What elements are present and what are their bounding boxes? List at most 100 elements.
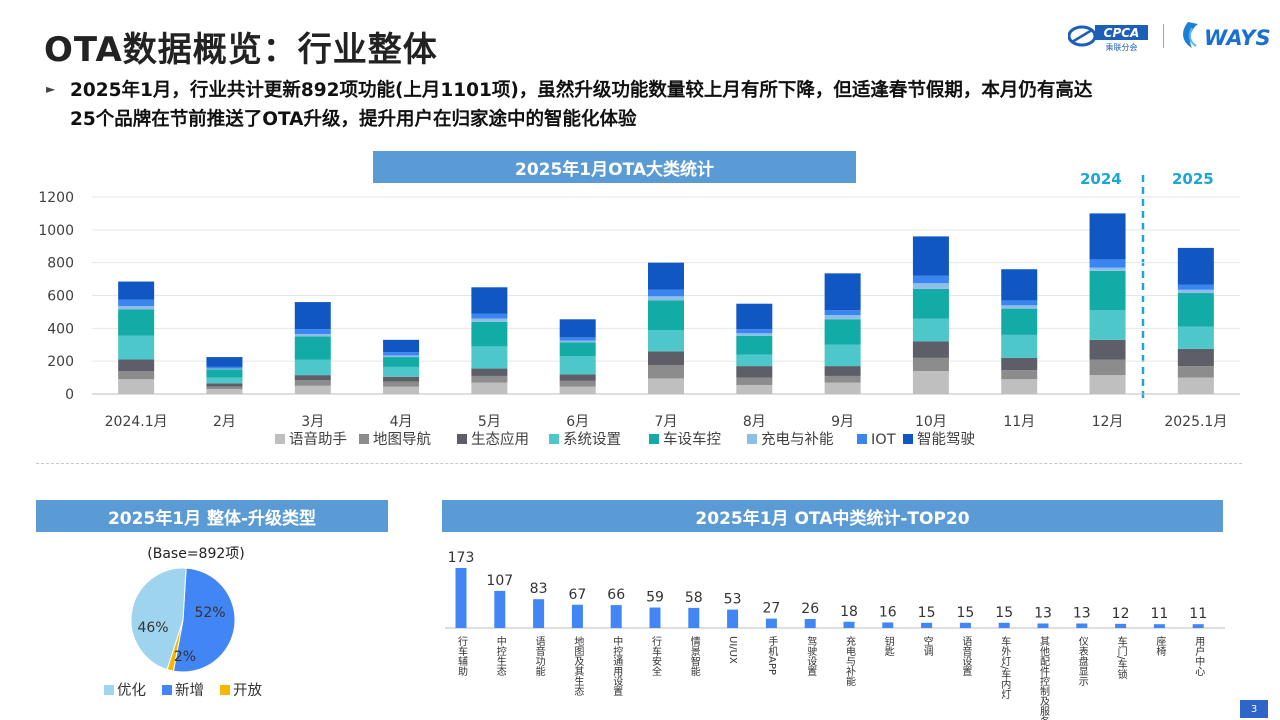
x-tick-label: 11月	[1003, 414, 1035, 430]
top20-value-label: 53	[724, 592, 742, 608]
top20-bar	[649, 607, 661, 628]
section-divider	[36, 463, 1242, 464]
bar-segment	[1089, 267, 1126, 271]
bar-segment	[824, 310, 861, 316]
summary-line-1: 2025年1月，行业共计更新892项功能(上月1101项)，虽然升级功能数量较上…	[70, 80, 1093, 101]
bar-segment	[294, 359, 331, 376]
bar-segment	[648, 351, 684, 366]
top20-value-label: 15	[995, 605, 1013, 621]
bar-segment	[648, 329, 684, 352]
bar-segment	[824, 375, 861, 383]
pie-legend-swatch	[220, 685, 230, 695]
bar-segment	[383, 357, 420, 367]
monthly-chart-title: 2025年1月OTA大类统计	[373, 151, 856, 183]
top20-category-label: 情景智能	[688, 635, 700, 677]
bar-segment	[559, 340, 596, 343]
x-tick-label: 2025.1月	[1164, 414, 1227, 430]
legend-swatch	[359, 434, 369, 444]
bar-segment	[118, 299, 155, 307]
y-tick-label: 400	[47, 321, 74, 337]
pie-legend-label: 优化	[117, 682, 146, 699]
bar-segment	[1177, 284, 1214, 290]
top20-value-label: 27	[762, 601, 780, 617]
bar-segment	[1089, 270, 1126, 311]
legend-label: 生态应用	[471, 430, 529, 448]
bar-segment	[912, 275, 949, 284]
legend-label: 地图导航	[373, 431, 431, 448]
legend-swatch	[457, 434, 467, 444]
top20-value-label: 16	[879, 604, 897, 620]
top20-bar	[610, 605, 622, 628]
legend-label: IOT	[871, 432, 896, 448]
cpca-logo: CPCA 乘联分会	[1068, 25, 1148, 52]
top20-category-label: 行车辅助	[456, 635, 468, 677]
x-tick-label: 2024.1月	[105, 414, 168, 430]
x-tick-label: 4月	[390, 414, 413, 430]
x-tick-label: 7月	[655, 414, 678, 430]
y-tick-label: 0	[65, 387, 74, 403]
monthly-stacked-bar-chart: 0 200 400 600 800 1000 1200 2024.1月 2月 3月 4月 5月 6月 7月…	[38, 190, 1240, 448]
bar-segment	[206, 377, 243, 384]
legend-swatch	[903, 434, 913, 444]
y-tick-label: 1200	[38, 190, 74, 206]
bar-segment	[383, 352, 420, 356]
top20-bar	[727, 609, 739, 628]
top20-value-label: 59	[646, 590, 664, 606]
bar-segment	[559, 319, 596, 338]
ways-logo-text: WAYS	[1204, 26, 1270, 50]
legend-label: 语音助手	[289, 431, 347, 448]
bar-segment	[824, 315, 861, 320]
top20-category-label: UI/UX	[727, 636, 738, 664]
pie-chart-title: 2025年1月 整体-升级类型	[36, 500, 388, 532]
y-tick-label: 200	[47, 354, 74, 370]
legend-swatch	[275, 434, 285, 444]
bar-segment	[471, 321, 508, 347]
bar-segment	[206, 368, 243, 370]
year-separator	[1141, 175, 1145, 403]
top20-bar	[1192, 624, 1204, 628]
year-label-2025: 2025	[1172, 170, 1214, 188]
bar-segment	[471, 382, 508, 394]
bar-segment	[294, 336, 331, 360]
bar-segment	[1089, 339, 1126, 360]
bar-segment	[294, 329, 331, 335]
x-tick-label: 10月	[915, 414, 947, 430]
top20-value-label: 26	[801, 601, 819, 617]
pie-slice-label: 52%	[194, 605, 225, 621]
bar-segment	[736, 366, 773, 378]
pie-slice	[172, 567, 236, 673]
bar-segment	[118, 281, 155, 300]
top20-bar	[804, 618, 816, 628]
bar-segment	[559, 386, 596, 394]
top20-bar	[921, 622, 933, 628]
bar-segment	[471, 368, 508, 376]
bar-segment	[912, 357, 949, 372]
top20-value-label: 67	[568, 587, 586, 603]
bar-segment	[824, 273, 861, 311]
bar-segment	[471, 287, 508, 314]
top20-category-label: 车外灯/车内灯	[999, 635, 1011, 700]
x-tick-label: 5月	[478, 414, 501, 430]
top20-value-label: 173	[448, 550, 475, 566]
bar-segment	[648, 289, 684, 297]
top20-value-label: 11	[1150, 606, 1168, 622]
top20-value-label: 83	[530, 581, 548, 597]
top20-category-label: 钥匙	[882, 635, 894, 656]
legend-swatch	[747, 434, 757, 444]
bar-segment	[912, 341, 949, 358]
top20-chart-title: 2025年1月 OTA中类统计-TOP20	[442, 500, 1223, 532]
bar-segment	[1089, 213, 1126, 260]
top20-value-label: 15	[918, 605, 936, 621]
bar-segment	[294, 302, 331, 330]
bar-segment	[471, 318, 508, 322]
top20-value-label: 15	[956, 605, 974, 621]
bar-segment	[471, 313, 508, 319]
bar-segment	[736, 303, 773, 330]
bar-segment	[1177, 247, 1214, 285]
bar-segment	[118, 335, 155, 360]
bar-segment	[559, 380, 596, 387]
x-tick-label: 3月	[301, 414, 324, 430]
pie-legend-label: 开放	[233, 682, 262, 699]
top20-category-label: 空调	[921, 635, 933, 657]
bar-segment	[559, 337, 596, 341]
